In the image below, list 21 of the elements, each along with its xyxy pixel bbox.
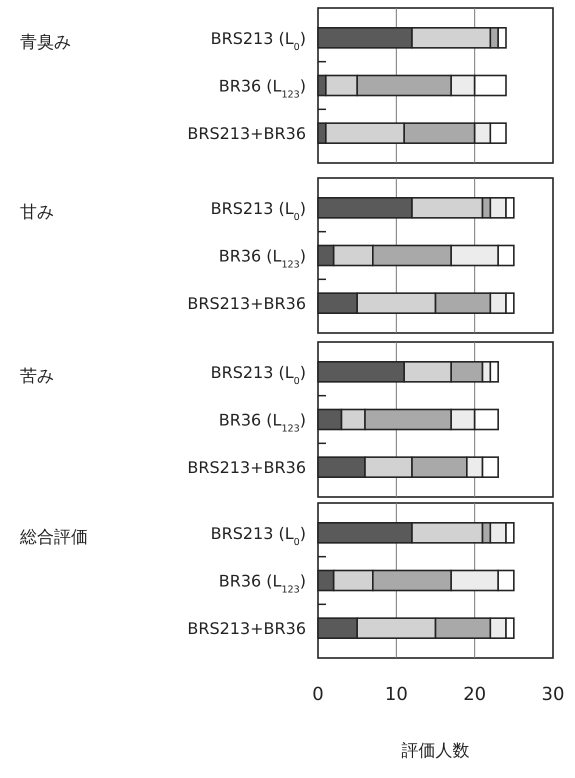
y-tick-label: BR36 (L$_{123}$) <box>218 246 306 270</box>
x-tick-label: 20 <box>463 684 486 705</box>
y-tick-label: BRS213 (L$_{0}$) <box>210 524 306 548</box>
x-axis-title: 評価人数 <box>402 741 470 761</box>
y-tick-label: BRS213+BR36 <box>187 458 306 478</box>
y-axis-title: 甘み <box>20 202 54 222</box>
y-tick-label: BRS213+BR36 <box>187 294 306 314</box>
y-tick-label: BRS213 (L$_{0}$) <box>210 362 306 386</box>
y-tick-label: BR36 (L$_{123}$) <box>218 410 306 434</box>
y-tick-label: BRS213+BR36 <box>187 619 306 638</box>
y-tick-label: BR36 (L$_{123}$) <box>218 76 306 100</box>
x-tick-label: 10 <box>384 684 408 705</box>
y-tick-label: BRS213 (L$_{0}$) <box>210 198 306 222</box>
y-tick-label: BR36 (L$_{123}$) <box>218 572 306 595</box>
y-axis-title: 苦み <box>20 366 54 386</box>
x-tick-label: 30 <box>542 684 564 705</box>
y-axis-title: 青臭み <box>20 32 71 52</box>
y-tick-label: BRS213 (L$_{0}$) <box>210 28 306 52</box>
x-tick-label: 0 <box>312 684 324 705</box>
y-axis-title: 総合評価 <box>19 528 88 548</box>
y-tick-label: BRS213+BR36 <box>187 124 306 144</box>
